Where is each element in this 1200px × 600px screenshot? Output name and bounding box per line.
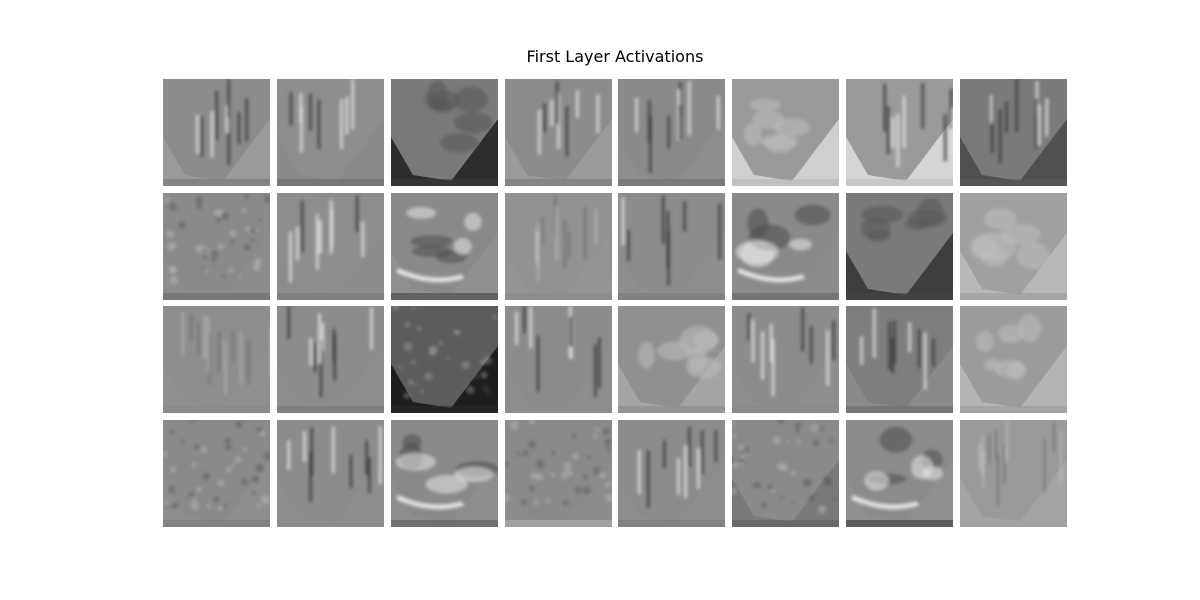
activation-map	[391, 420, 498, 527]
activation-map	[618, 193, 725, 300]
activation-map	[277, 79, 384, 186]
activation-map	[618, 306, 725, 413]
activation-map	[732, 193, 839, 300]
activation-map	[505, 79, 612, 186]
activation-map	[618, 79, 725, 186]
activation-map	[505, 306, 612, 413]
activation-map	[391, 306, 498, 413]
activation-map	[277, 306, 384, 413]
figure-title: First Layer Activations	[526, 47, 704, 66]
activation-map	[846, 193, 953, 300]
activation-map	[960, 193, 1067, 300]
activation-map	[960, 79, 1067, 186]
activation-map	[732, 306, 839, 413]
activation-map	[163, 420, 270, 527]
activation-map	[163, 193, 270, 300]
activation-map	[960, 420, 1067, 527]
activation-map	[163, 306, 270, 413]
activation-map	[732, 420, 839, 527]
activation-map	[163, 79, 270, 186]
activation-map	[846, 79, 953, 186]
activation-map	[846, 306, 953, 413]
activation-map	[960, 306, 1067, 413]
activation-map	[505, 193, 612, 300]
activation-map	[391, 79, 498, 186]
activation-map	[277, 420, 384, 527]
activation-grid	[163, 79, 1067, 527]
activation-map	[618, 420, 725, 527]
activation-map	[846, 420, 953, 527]
activation-map	[505, 420, 612, 527]
activation-map	[277, 193, 384, 300]
activation-map	[732, 79, 839, 186]
activation-map	[391, 193, 498, 300]
